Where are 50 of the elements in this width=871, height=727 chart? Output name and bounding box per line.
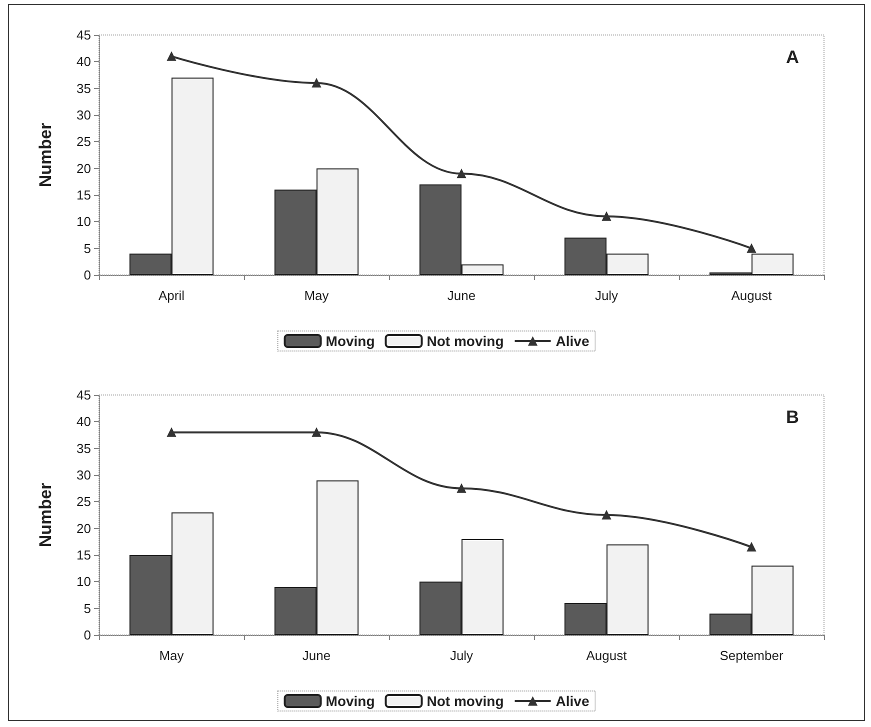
point <box>312 78 321 88</box>
legend-label: Moving <box>326 333 375 349</box>
legend-label: Alive <box>556 693 590 709</box>
y-tick-label: 10 <box>76 574 91 590</box>
x-tick-label: September <box>720 648 784 663</box>
point <box>312 428 321 437</box>
point <box>457 169 466 178</box>
y-tick-label: 10 <box>76 214 91 230</box>
y-tick-label: 45 <box>76 28 91 42</box>
x-tick-label: May <box>304 288 330 303</box>
y-tick-label: 0 <box>84 628 91 642</box>
y-tick-label: 5 <box>84 240 91 256</box>
x-tick-label: June <box>447 288 476 303</box>
y-tick-label: 15 <box>76 188 91 202</box>
y-tick-label: 5 <box>84 600 91 616</box>
y-tick-label: 35 <box>76 80 91 96</box>
y-tick-label: 25 <box>76 134 91 150</box>
y-tick-label: 25 <box>76 494 91 510</box>
point <box>747 542 756 552</box>
y-axis-title: Number <box>36 482 55 548</box>
y-tick-label: 35 <box>76 440 91 456</box>
legend-label: Alive <box>556 333 590 349</box>
y-tick-label: 30 <box>76 468 91 482</box>
point <box>747 244 756 253</box>
x-tick-label: August <box>586 648 628 663</box>
point <box>167 52 176 61</box>
y-axis-title: Number <box>36 122 55 188</box>
x-tick-label: June <box>302 648 331 663</box>
y-tick-label: 20 <box>76 160 91 176</box>
point <box>457 484 466 493</box>
point <box>167 428 176 437</box>
text: B <box>786 407 799 427</box>
y-tick-label: 15 <box>76 548 91 562</box>
x-tick-label: May <box>159 648 184 663</box>
point <box>602 510 611 520</box>
y-tick-label: 20 <box>76 520 91 536</box>
y-tick-label: 0 <box>84 268 91 282</box>
y-tick-label: 40 <box>76 414 91 430</box>
y-tick-label: 45 <box>76 388 91 402</box>
legend-label: Moving <box>326 693 375 709</box>
legend-label: Not moving <box>426 333 504 349</box>
y-tick-label: 30 <box>76 108 91 122</box>
x-tick-label: April <box>158 288 185 303</box>
x-tick-label: July <box>594 288 619 303</box>
text: A <box>786 47 799 67</box>
x-tick-label: August <box>731 288 772 303</box>
y-tick-label: 40 <box>76 54 91 70</box>
legend-label: Not moving <box>426 693 504 709</box>
x-tick-label: July <box>450 648 474 663</box>
point <box>602 212 611 221</box>
